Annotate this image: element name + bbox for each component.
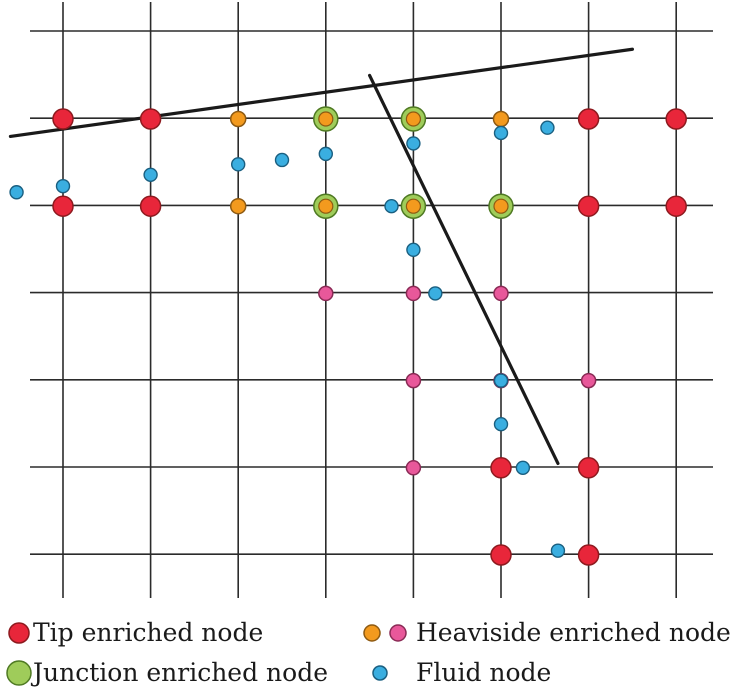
tip-enriched-node bbox=[577, 195, 600, 217]
fluid-node bbox=[493, 125, 509, 141]
heaviside-enriched-node-pink bbox=[580, 372, 597, 389]
fluid-node bbox=[493, 417, 509, 432]
legend-tip-label: Tip enriched node bbox=[33, 618, 263, 647]
legend-item-tip: Tip enriched node bbox=[8, 618, 263, 647]
heaviside-enriched-node-pink bbox=[318, 285, 334, 302]
fluid-node bbox=[406, 136, 421, 151]
heaviside-enriched-node-pink bbox=[405, 460, 422, 476]
legend-heaviside-pink-marker bbox=[389, 624, 407, 642]
node-markers bbox=[9, 106, 687, 566]
tip-enriched-node bbox=[490, 544, 512, 566]
tip-enriched-node bbox=[665, 195, 687, 217]
heaviside-enriched-node bbox=[229, 197, 247, 215]
tip-enriched-node bbox=[665, 108, 687, 130]
tip-enriched-node bbox=[577, 457, 600, 479]
heaviside-enriched-node bbox=[229, 110, 247, 128]
junction-enriched-node-core bbox=[318, 198, 334, 214]
legend-fluid-marker bbox=[372, 665, 388, 681]
tip-enriched-node bbox=[139, 108, 162, 130]
legend-tip-marker bbox=[8, 622, 30, 644]
fluid-node bbox=[55, 178, 71, 194]
crack-lines bbox=[8, 47, 635, 466]
legend-heaviside-label: Heaviside enriched node bbox=[416, 618, 731, 647]
tip-enriched-node bbox=[577, 108, 600, 130]
legend-junction-marker bbox=[6, 660, 32, 686]
crack-secondary-branch bbox=[368, 73, 560, 466]
crack-main-branch bbox=[8, 47, 635, 139]
junction-enriched-node-core bbox=[405, 111, 421, 127]
legend-item-junction: Junction enriched node bbox=[6, 658, 328, 687]
fluid-node bbox=[318, 146, 333, 162]
fluid-node bbox=[230, 157, 246, 172]
fluid-node bbox=[406, 242, 421, 258]
heaviside-enriched-node-pink bbox=[405, 372, 422, 389]
fluid-node bbox=[9, 185, 24, 200]
tip-enriched-node bbox=[52, 195, 74, 217]
legend-heaviside-orange-marker bbox=[363, 624, 381, 642]
fluid-node bbox=[540, 120, 555, 135]
legend-item-fluid: Fluid node bbox=[372, 658, 551, 687]
fluid-node bbox=[493, 373, 509, 388]
tip-enriched-node bbox=[577, 544, 600, 566]
fluid-node bbox=[428, 286, 443, 301]
tip-enriched-node bbox=[490, 457, 512, 479]
tip-enriched-node bbox=[52, 108, 74, 130]
junction-enriched-node-core bbox=[493, 198, 509, 214]
fluid-node bbox=[143, 167, 158, 183]
heaviside-enriched-node-pink bbox=[493, 285, 509, 302]
junction-enriched-node-core bbox=[405, 198, 421, 214]
legend: Tip enriched node Junction enriched node… bbox=[6, 618, 731, 687]
legend-junction-label: Junction enriched node bbox=[30, 658, 328, 687]
legend-fluid-label: Fluid node bbox=[416, 658, 551, 687]
tip-enriched-node bbox=[139, 195, 162, 217]
fluid-node bbox=[274, 152, 290, 168]
junction-enriched-node-core bbox=[318, 111, 334, 127]
legend-item-heaviside: Heaviside enriched node bbox=[363, 618, 731, 647]
heaviside-enriched-node bbox=[492, 110, 510, 128]
grid-lines bbox=[30, 2, 713, 598]
heaviside-enriched-node-pink bbox=[405, 285, 422, 302]
fluid-node bbox=[384, 198, 399, 214]
fluid-node bbox=[550, 543, 566, 558]
fluid-node bbox=[515, 460, 531, 475]
